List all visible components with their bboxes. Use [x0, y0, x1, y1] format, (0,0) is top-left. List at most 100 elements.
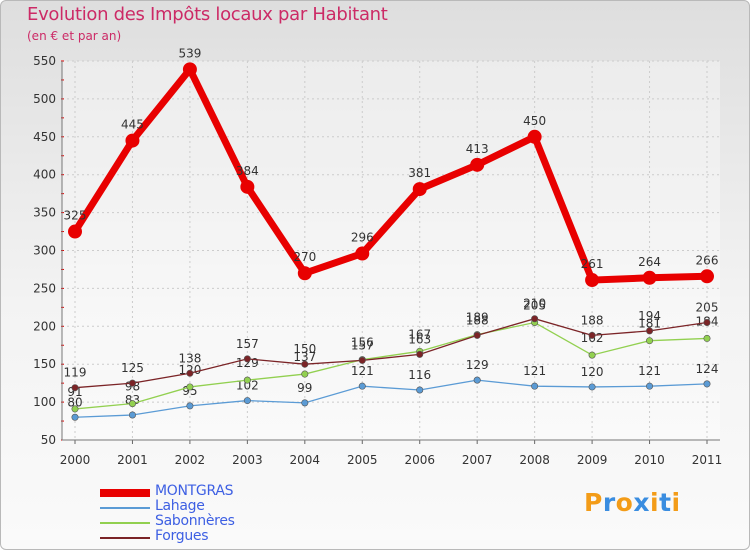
data-point: [301, 399, 309, 407]
x-tick-label: 2001: [117, 453, 148, 467]
data-point: [588, 351, 596, 359]
logo-letter: o: [615, 488, 634, 517]
data-point: [642, 270, 657, 285]
data-label: 80: [67, 395, 82, 409]
data-point: [531, 315, 539, 323]
y-tick-label: 400: [33, 168, 56, 182]
data-point: [240, 179, 255, 194]
data-label: 413: [466, 142, 489, 156]
data-point: [703, 319, 711, 327]
data-point: [416, 350, 424, 358]
x-tick-label: 2009: [577, 453, 608, 467]
logo-letter: i: [650, 488, 660, 517]
data-label: 150: [293, 342, 316, 356]
proxiti-logo: Proxiti: [584, 488, 681, 517]
x-tick-label: 2006: [404, 453, 435, 467]
legend-swatch-montgras: [100, 489, 150, 497]
data-point: [358, 382, 366, 390]
data-label: 445: [121, 118, 144, 132]
y-tick-label: 50: [41, 433, 56, 447]
logo-letter: P: [584, 488, 603, 517]
x-tick-label: 2002: [175, 453, 206, 467]
data-point: [186, 383, 194, 391]
data-label: 539: [178, 46, 201, 60]
data-point: [301, 370, 309, 378]
y-tick-label: 250: [33, 281, 56, 295]
data-point: [412, 182, 427, 197]
data-label: 270: [293, 250, 316, 264]
data-label: 116: [408, 368, 431, 382]
data-label: 120: [581, 365, 604, 379]
data-point: [531, 382, 539, 390]
legend-swatch-sabonneres: [100, 522, 150, 524]
data-point: [186, 402, 194, 410]
data-label: 129: [466, 358, 489, 372]
data-label: 102: [236, 379, 259, 393]
x-tick-label: 2003: [232, 453, 263, 467]
data-point: [71, 413, 79, 421]
data-label: 264: [638, 255, 661, 269]
data-point: [297, 266, 312, 281]
series-line-montgras: [72, 62, 708, 284]
chart-title: Evolution des Impôts locaux par Habitant: [27, 4, 388, 25]
data-label: 137: [293, 350, 316, 364]
data-label: 325: [64, 209, 87, 223]
data-label: 119: [64, 366, 87, 380]
data-label: 99: [297, 381, 312, 395]
data-point: [68, 224, 82, 239]
data-point: [128, 400, 136, 408]
y-tick-label: 200: [33, 319, 56, 333]
data-label: 124: [696, 362, 719, 376]
legend-swatch-forgues: [100, 537, 150, 539]
data-label: 138: [178, 351, 201, 365]
data-label: 266: [696, 253, 719, 267]
x-tick-label: 2000: [60, 453, 91, 467]
x-tick-label: 2005: [347, 453, 378, 467]
data-label: 156: [351, 336, 374, 350]
data-point: [182, 62, 197, 77]
data-label: 450: [523, 114, 546, 128]
logo-letter: x: [633, 488, 650, 517]
legend-label-montgras: MONTGRAS: [155, 483, 234, 499]
legend-label-lahage: Lahage: [155, 498, 205, 514]
data-point: [71, 405, 79, 413]
x-tick-label: 2007: [462, 453, 493, 467]
y-tick-label: 500: [33, 92, 56, 106]
data-label: 157: [351, 338, 374, 352]
data-point: [703, 334, 711, 342]
data-label: 181: [638, 317, 661, 331]
data-label: 188: [581, 313, 604, 327]
data-label: 205: [523, 299, 546, 313]
data-label: 91: [67, 385, 82, 399]
data-label: 121: [351, 364, 374, 378]
data-point: [646, 327, 654, 335]
data-point: [71, 384, 79, 392]
data-point: [243, 355, 251, 363]
data-point: [125, 133, 140, 148]
x-tick-label: 2011: [692, 453, 723, 467]
data-label: 296: [351, 231, 374, 245]
data-point: [700, 269, 714, 284]
data-point: [527, 129, 542, 144]
data-point: [186, 369, 194, 377]
data-label: 121: [523, 364, 546, 378]
series-line-lahage: [74, 379, 708, 418]
series-forgues: 119 125 138 157 150 157 163 188 210 188 194 205: [64, 297, 718, 392]
data-label: 210: [523, 297, 546, 311]
x-tick-label: 2004: [290, 453, 321, 467]
logo-letter: i: [671, 488, 681, 517]
chart-subtitle: (en € et par an): [27, 29, 122, 43]
series-sabonneres: 9198120129137156167189205162181184: [67, 299, 718, 413]
data-point: [128, 411, 136, 419]
data-point: [470, 157, 485, 172]
data-point: [358, 356, 366, 364]
data-point: [703, 380, 711, 388]
series-montgras: 325 445 539 384 270 296 381 413 450 261 264 266: [64, 46, 719, 288]
data-point: [416, 386, 424, 394]
data-point: [473, 376, 481, 384]
y-tick-label: 450: [33, 130, 56, 144]
y-tick-label: 300: [33, 244, 56, 258]
data-point: [588, 331, 596, 339]
